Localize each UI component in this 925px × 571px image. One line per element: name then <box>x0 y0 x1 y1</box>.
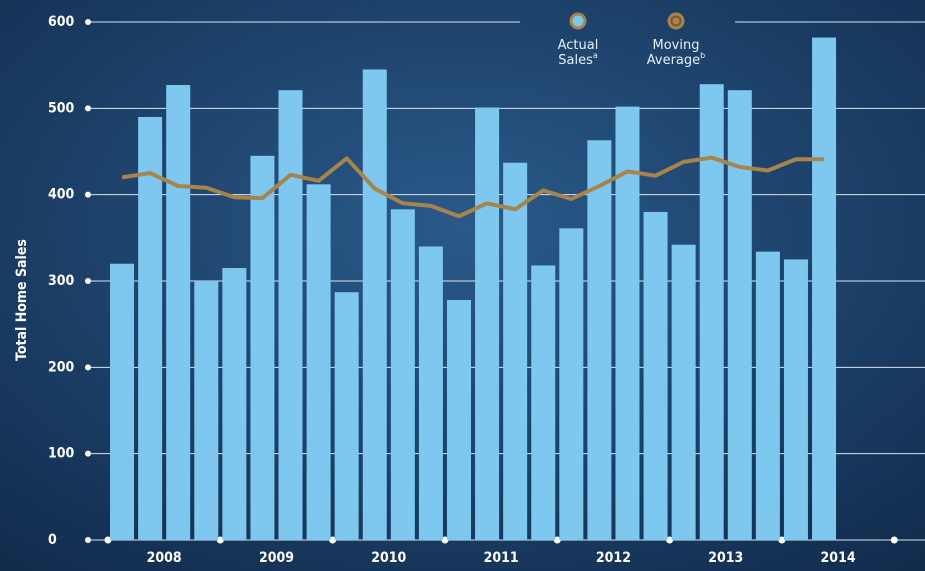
x-axis-dot <box>778 536 786 544</box>
line <box>121 155 825 219</box>
y-tick-dot <box>85 278 91 284</box>
x-tick-label: 2012 <box>596 550 631 566</box>
x-axis-dot <box>104 536 112 544</box>
bar <box>615 106 640 541</box>
bar <box>812 37 837 540</box>
bar <box>671 244 696 541</box>
bar <box>447 299 471 540</box>
x-tick-label: 2011 <box>484 550 519 566</box>
x-axis-dot <box>329 536 337 544</box>
bar <box>503 162 528 540</box>
x-tick-label: 2014 <box>821 550 856 566</box>
bar <box>194 281 219 540</box>
bar <box>110 263 135 540</box>
legend-label: Actual Salesa <box>558 38 599 68</box>
bar <box>390 209 415 541</box>
bar <box>362 69 387 540</box>
y-tick-label: 600 <box>48 14 75 30</box>
y-tick-label: 400 <box>48 187 75 203</box>
legend-label-line: Sales <box>558 53 593 68</box>
y-tick-dot <box>85 105 91 112</box>
y-axis-label: Total Home Sales <box>14 239 30 361</box>
bar <box>559 228 584 540</box>
bar <box>531 265 556 540</box>
x-axis-dot <box>216 536 224 544</box>
bar <box>783 259 808 540</box>
legend-label: Moving Averageb <box>647 38 705 68</box>
y-tick-dot <box>85 191 91 198</box>
bar <box>699 84 724 540</box>
y-tick-label: 300 <box>48 273 75 289</box>
y-tick-label: 100 <box>48 446 75 462</box>
bar <box>138 116 163 540</box>
y-tick-label: 0 <box>48 532 57 548</box>
bar <box>222 268 247 540</box>
y-tick-dot <box>85 19 91 25</box>
legend-marker-inner <box>672 17 680 25</box>
bar <box>727 90 752 540</box>
x-axis-dot <box>890 536 898 544</box>
bar <box>166 85 191 541</box>
bar <box>475 107 500 540</box>
bar <box>278 90 303 540</box>
y-tick-dot <box>85 450 91 457</box>
legend-note: a <box>593 51 598 60</box>
legend-label-line: Average <box>647 53 700 68</box>
legend-label-line: Actual <box>558 38 599 53</box>
x-tick-label: 2013 <box>708 550 743 566</box>
bar <box>250 155 275 541</box>
x-axis-dot <box>666 536 674 544</box>
bar <box>418 246 443 540</box>
y-tick-label: 200 <box>48 359 75 375</box>
x-axis-dot <box>441 536 449 544</box>
x-tick-label: 2008 <box>147 550 182 566</box>
bar <box>306 184 331 540</box>
legend-note: b <box>700 51 705 60</box>
bar <box>755 251 780 540</box>
bar <box>587 140 612 540</box>
x-axis-dot <box>553 536 561 544</box>
bar <box>643 211 668 540</box>
bar <box>334 292 359 540</box>
y-tick-label: 500 <box>48 100 75 116</box>
x-tick-label: 2010 <box>371 550 406 566</box>
x-tick-label: 2009 <box>259 550 294 566</box>
legend-marker <box>569 12 587 30</box>
legend-label-line: Moving <box>653 38 700 53</box>
y-tick-dot <box>85 364 91 371</box>
